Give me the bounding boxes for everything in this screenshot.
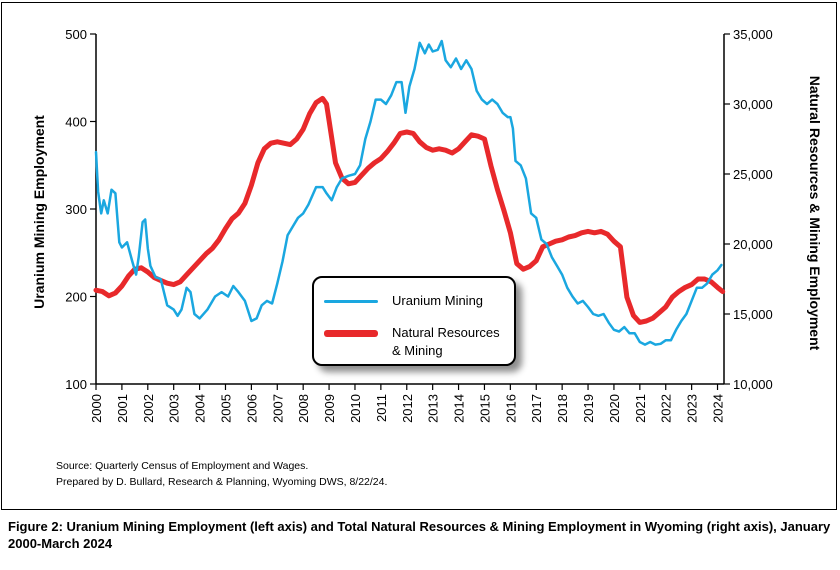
x-tick-label: 2015: [477, 394, 492, 423]
x-tick-label: 2020: [607, 394, 622, 423]
x-tick-label: 2000: [89, 394, 104, 423]
legend-label-uranium: Uranium Mining: [392, 293, 484, 308]
right-tick-label: 35,000: [733, 27, 773, 42]
x-tick-label: 2001: [115, 394, 130, 423]
series-line-natural-resources: [93, 95, 726, 325]
x-tick-label: 2019: [581, 394, 596, 423]
x-tick-label: 2014: [452, 394, 467, 423]
legend-item-natural-resources: Natural Resources & Mining: [324, 324, 508, 360]
x-tick-label: 2018: [555, 394, 570, 423]
x-tick-label: 2016: [503, 394, 518, 423]
x-tick-label: 2023: [685, 394, 700, 423]
series-layer: [93, 39, 726, 346]
left-axis-title: Uranium Mining Employment: [31, 115, 47, 309]
legend-swatch-natural-resources: [324, 330, 378, 337]
x-tick-label: 2010: [348, 394, 363, 423]
right-axis-title: Natural Resources & Mining Employment: [807, 76, 823, 351]
x-tick-label: 2008: [296, 394, 311, 423]
right-tick-label: 15,000: [733, 307, 773, 322]
legend-label-natural-resources: Natural Resources & Mining: [392, 325, 500, 358]
figure-frame: [1, 2, 837, 510]
legend-swatch-uranium: [324, 300, 378, 303]
x-tick-label: 2006: [244, 394, 259, 423]
left-tick-label: 500: [65, 27, 87, 42]
left-tick-label: 200: [65, 290, 87, 305]
source-note: Source: Quarterly Census of Employment a…: [56, 458, 387, 490]
figure-caption: Figure 2: Uranium Mining Employment (lef…: [8, 519, 831, 551]
x-tick-label: 2007: [270, 394, 285, 423]
x-tick-label: 2011: [374, 394, 389, 422]
x-tick-label: 2017: [529, 394, 544, 423]
right-tick-label: 10,000: [733, 377, 773, 392]
left-tick-label: 100: [65, 377, 87, 392]
x-tick-label: 2022: [659, 394, 674, 423]
right-tick-label: 30,000: [733, 97, 773, 112]
legend: Uranium Mining Natural Resources & Minin…: [312, 276, 516, 366]
x-tick-label: 2004: [193, 394, 208, 423]
credit-line: Prepared by D. Bullard, Research & Plann…: [56, 476, 388, 488]
left-tick-label: 400: [65, 115, 87, 130]
source-line: Source: Quarterly Census of Employment a…: [56, 460, 309, 472]
x-tick-label: 2002: [141, 394, 156, 423]
x-tick-label: 2012: [400, 394, 415, 423]
right-tick-label: 20,000: [733, 237, 773, 252]
left-tick-label: 300: [65, 202, 87, 217]
series-line-uranium: [94, 39, 723, 346]
legend-item-uranium: Uranium Mining: [324, 292, 508, 310]
axes-layer: 100 200 300 400 500 10,000 15,000 20,000 25,000 3…: [65, 27, 772, 423]
x-tick-label: 2024: [711, 394, 726, 423]
x-tick-label: 2009: [322, 394, 337, 423]
x-tick-label: 2013: [426, 394, 441, 423]
x-tick-label: 2021: [633, 394, 648, 423]
x-tick-label: 2003: [167, 394, 182, 423]
right-tick-label: 25,000: [733, 167, 773, 182]
x-tick-label: 2005: [218, 394, 233, 423]
